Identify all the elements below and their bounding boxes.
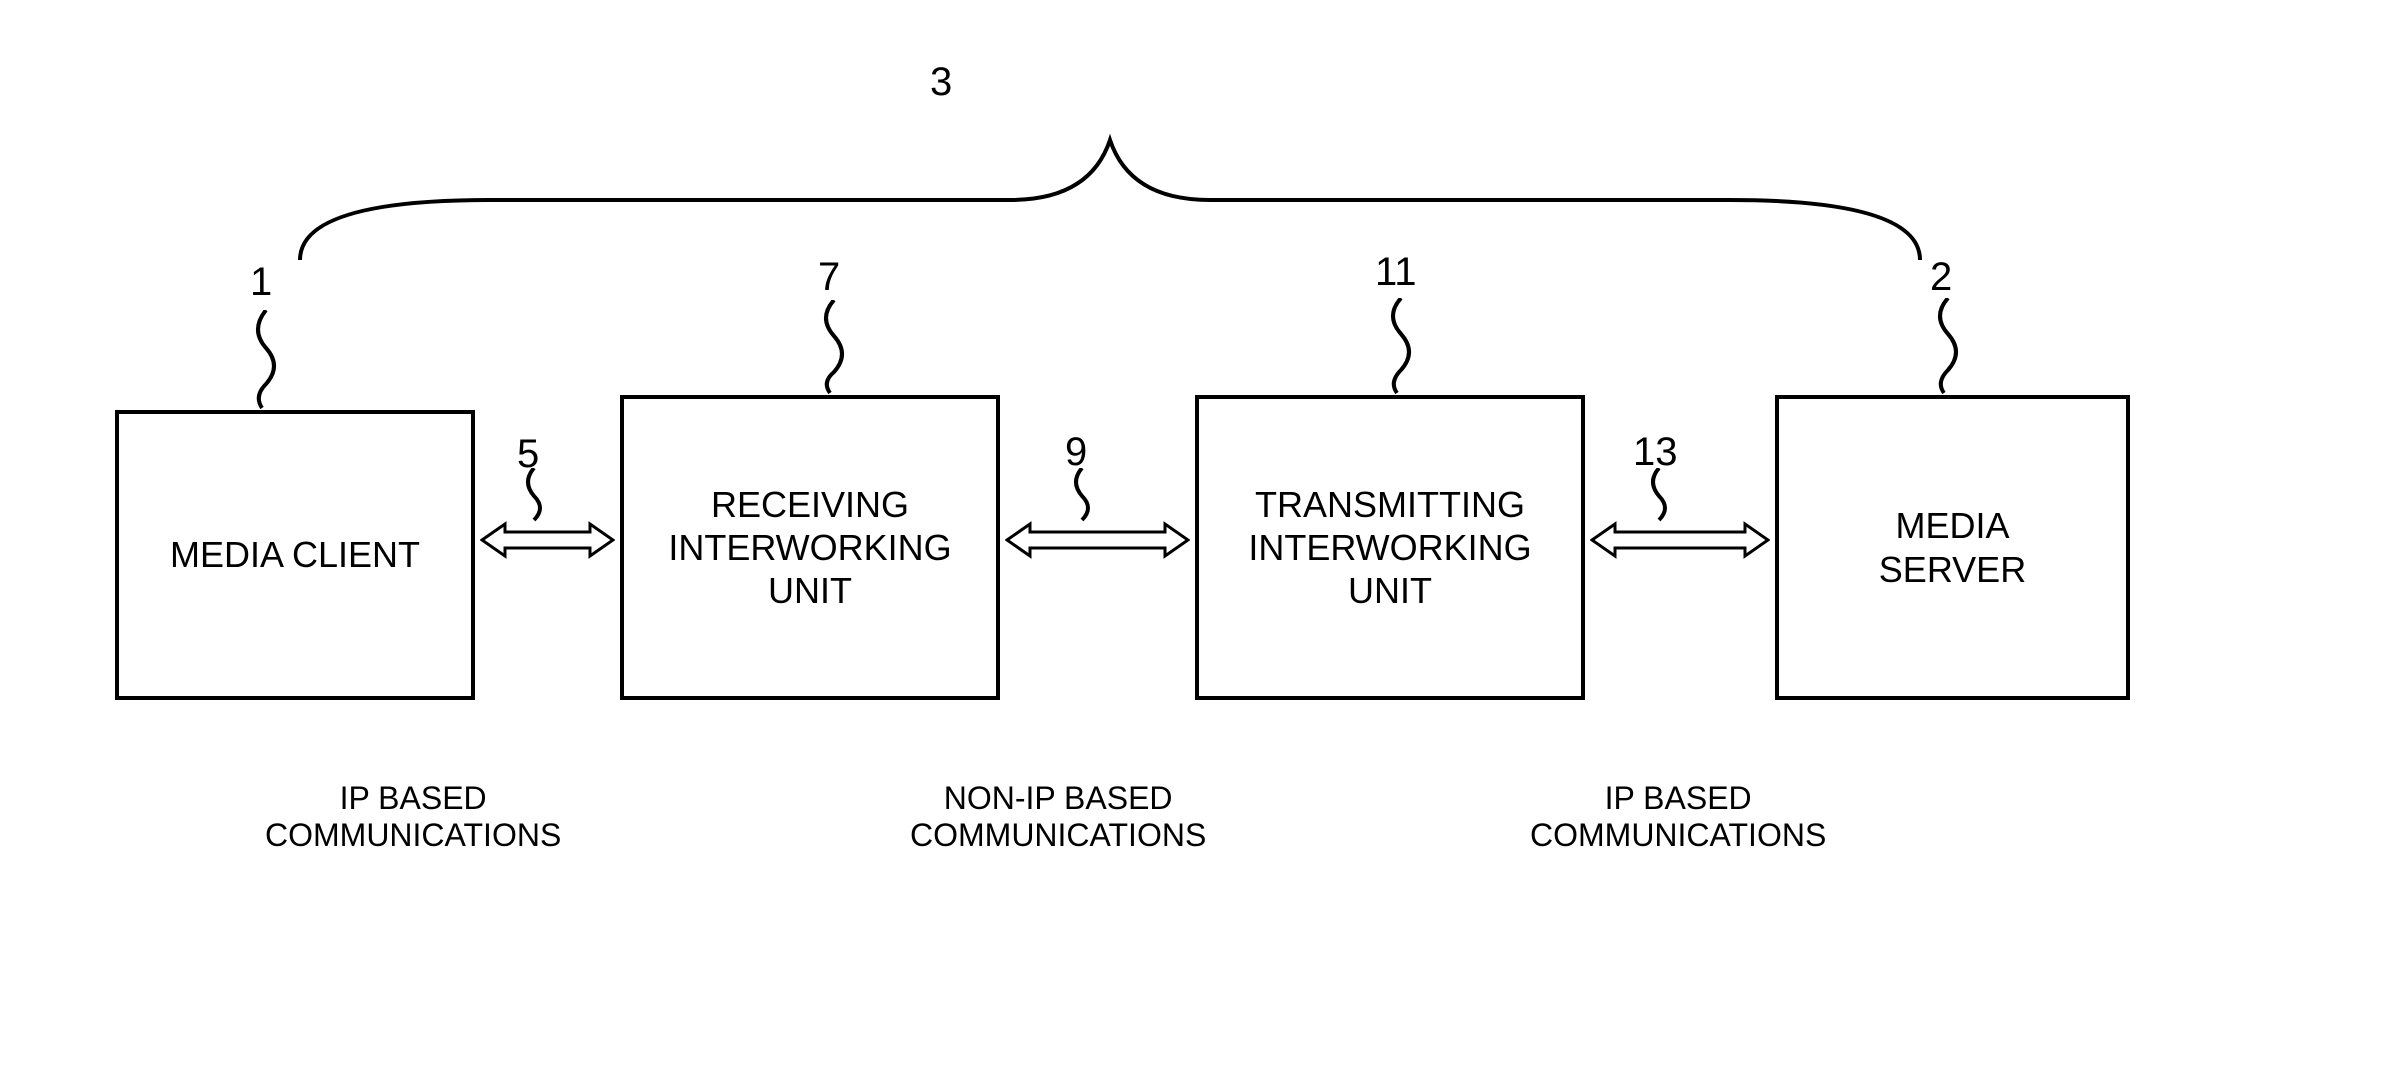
- ref-13: 13: [1633, 430, 1678, 475]
- ref-3: 3: [930, 60, 952, 105]
- label-ip-based-2: IP BASED COMMUNICATIONS: [1530, 780, 1826, 854]
- squiggle-11: [1383, 298, 1423, 395]
- box-media-server-label: MEDIA SERVER: [1879, 504, 2026, 590]
- ref-1: 1: [250, 260, 272, 305]
- ref-7: 7: [818, 255, 840, 300]
- squiggle-2: [1930, 298, 1970, 395]
- box-receiving-interworking-unit: RECEIVING INTERWORKING UNIT: [620, 395, 1000, 700]
- arrow-5: [480, 520, 615, 560]
- server-line2: SERVER: [1879, 549, 2026, 590]
- transmitting-line3: UNIT: [1348, 570, 1432, 611]
- ip1-line2: COMMUNICATIONS: [265, 817, 561, 853]
- brace-ref-3: [290, 130, 1930, 270]
- transmitting-line2: INTERWORKING: [1248, 527, 1531, 568]
- label-ip-based-1: IP BASED COMMUNICATIONS: [265, 780, 561, 854]
- arrow-9: [1005, 520, 1190, 560]
- nonip-line1: NON-IP BASED: [944, 780, 1173, 816]
- squiggle-13: [1645, 468, 1675, 523]
- box-transmitting-interworking-unit: TRANSMITTING INTERWORKING UNIT: [1195, 395, 1585, 700]
- box-media-server: MEDIA SERVER: [1775, 395, 2130, 700]
- ref-5: 5: [517, 432, 539, 477]
- transmitting-line1: TRANSMITTING: [1255, 484, 1525, 525]
- squiggle-1: [248, 310, 288, 410]
- receiving-line1: RECEIVING: [711, 484, 909, 525]
- nonip-line2: COMMUNICATIONS: [910, 817, 1206, 853]
- squiggle-9: [1068, 468, 1098, 523]
- squiggle-7: [816, 300, 856, 395]
- box-media-client-label: MEDIA CLIENT: [170, 533, 420, 576]
- box-transmitting-unit-label: TRANSMITTING INTERWORKING UNIT: [1248, 483, 1531, 613]
- arrow-13: [1590, 520, 1770, 560]
- label-non-ip-based: NON-IP BASED COMMUNICATIONS: [910, 780, 1206, 854]
- box-media-client: MEDIA CLIENT: [115, 410, 475, 700]
- ip2-line2: COMMUNICATIONS: [1530, 817, 1826, 853]
- ref-11: 11: [1375, 250, 1417, 295]
- ref-9: 9: [1065, 430, 1087, 475]
- ip2-line1: IP BASED: [1605, 780, 1752, 816]
- server-line1: MEDIA: [1895, 505, 2009, 546]
- ref-2: 2: [1930, 255, 1952, 300]
- receiving-line2: INTERWORKING: [668, 527, 951, 568]
- block-diagram: MEDIA CLIENT RECEIVING INTERWORKING UNIT…: [0, 0, 2391, 1088]
- receiving-line3: UNIT: [768, 570, 852, 611]
- box-receiving-unit-label: RECEIVING INTERWORKING UNIT: [668, 483, 951, 613]
- ip1-line1: IP BASED: [340, 780, 487, 816]
